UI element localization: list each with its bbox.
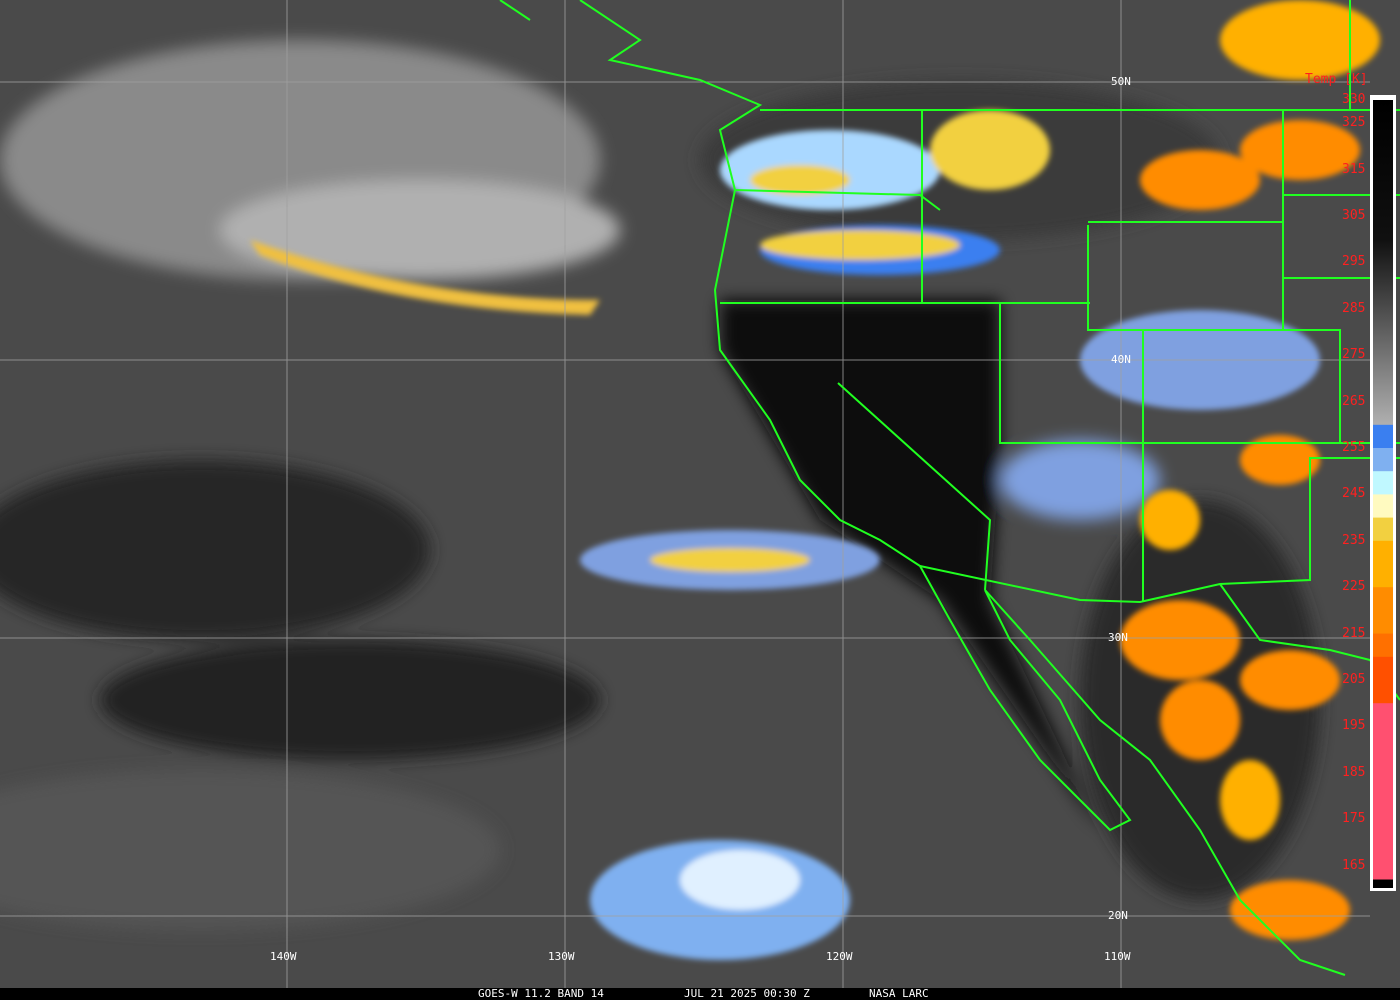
- footer-bar: GOES-W 11.2 BAND 14 JUL 21 2025 00:30 Z …: [0, 988, 1400, 1000]
- colorbar-tick-label: 275: [1342, 347, 1366, 363]
- colorbar-segment: [1373, 656, 1393, 704]
- colorbar-tick-label: 330: [1342, 92, 1366, 107]
- lat-label: 20N: [1108, 909, 1128, 922]
- colorbar-segment: [1373, 703, 1393, 881]
- colorbar-tick-label: 325: [1342, 115, 1366, 131]
- colorbar-segment: [1373, 633, 1393, 658]
- colorbar-segment: [1373, 239, 1393, 426]
- colorbar-title: Temp [K]: [1305, 72, 1368, 87]
- colorbar-segment: [1373, 494, 1393, 519]
- colorbar-tick-label: 215: [1342, 625, 1366, 641]
- colorbar-tick-label: 205: [1342, 672, 1366, 687]
- colorbar-segment: [1373, 879, 1393, 888]
- lon-label: 120W: [826, 950, 853, 963]
- colorbar-tick-label: 235: [1342, 532, 1366, 548]
- colorbar: [1373, 100, 1393, 888]
- colorbar-tick-label: 295: [1342, 254, 1366, 270]
- lat-label: 50N: [1111, 75, 1131, 88]
- colorbar-tick-label: 305: [1342, 208, 1366, 223]
- colorbar-tick-label: 265: [1342, 393, 1366, 409]
- lat-label: 40N: [1111, 353, 1131, 366]
- satellite-band: GOES-W 11.2 BAND 14: [478, 987, 604, 1000]
- lat-label: 30N: [1108, 631, 1128, 644]
- colorbar-tick-label: 255: [1342, 440, 1366, 455]
- colorbar-segment: [1373, 540, 1393, 588]
- boundaries: [499, 0, 1400, 976]
- lon-label: 130W: [548, 950, 575, 963]
- colorbar-segment: [1373, 517, 1393, 542]
- colorbar-tick-label: 165: [1342, 857, 1366, 873]
- lon-label: 110W: [1104, 950, 1131, 963]
- datetime: JUL 21 2025 00:30 Z: [684, 987, 810, 1000]
- colorbar-segment: [1373, 448, 1393, 472]
- colorbar-tick-label: 315: [1342, 161, 1366, 177]
- colorbar-segment: [1373, 587, 1393, 635]
- colorbar-tick-label: 195: [1342, 718, 1366, 734]
- colorbar-segment: [1373, 424, 1393, 449]
- colorbar-tick-label: 245: [1342, 486, 1366, 502]
- colorbar-segment: [1373, 100, 1393, 240]
- colorbar-tick-label: 225: [1342, 579, 1366, 595]
- lat-lon-grid: [0, 0, 1370, 988]
- colorbar-tick-label: 185: [1342, 764, 1366, 780]
- credit: NASA LARC: [869, 987, 929, 1000]
- colorbar-tick-label: 175: [1342, 811, 1366, 827]
- colorbar-tick-label: 285: [1342, 300, 1366, 316]
- colorbar-segment: [1373, 471, 1393, 495]
- lon-label: 140W: [270, 950, 297, 963]
